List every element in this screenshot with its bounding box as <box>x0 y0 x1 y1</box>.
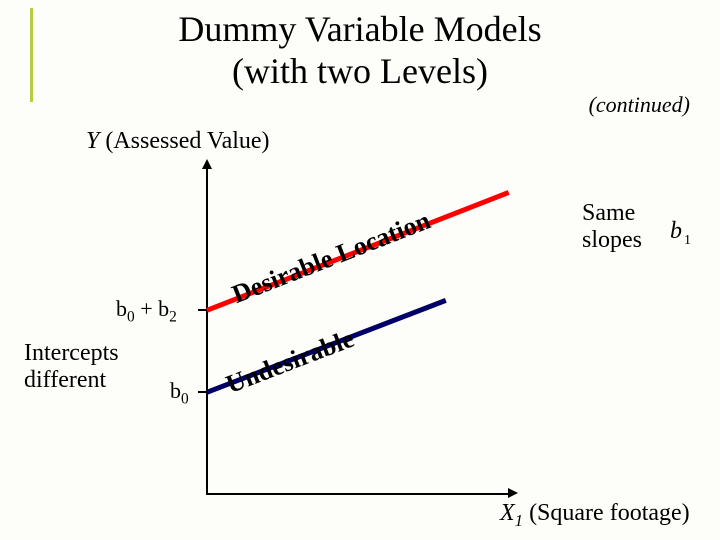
continued-label: (continued) <box>589 92 690 118</box>
y-axis-arrow <box>202 159 212 169</box>
intercept-label-lower: b0 <box>170 378 189 408</box>
y-axis <box>206 169 208 495</box>
slide-title: Dummy Variable Models (with two Levels) <box>0 8 720 92</box>
intercepts-different-label: Interceptsdifferent <box>24 340 119 394</box>
desirable-line-label: Desirable Location <box>228 206 435 310</box>
x-axis <box>206 493 508 495</box>
svg-text:1: 1 <box>684 233 691 246</box>
intercept-label-upper: b0 + b2 <box>116 296 177 326</box>
title-line-2: (with two Levels) <box>0 50 720 92</box>
title-line-1: Dummy Variable Models <box>0 8 720 50</box>
slide: Dummy Variable Models (with two Levels) … <box>0 0 720 540</box>
undesirable-line-label: Undesirable <box>222 324 358 400</box>
beta-1-icon: b1 <box>670 216 700 246</box>
beta-1-symbol: b1 <box>670 216 700 253</box>
same-slopes-label: Sameslopes b1 <box>582 200 642 254</box>
y-axis-label: Y (Assessed Value) <box>86 128 270 155</box>
same-slopes-text: Sameslopes <box>582 200 642 253</box>
x-axis-arrow <box>508 488 518 498</box>
y-axis-rest: (Assessed Value) <box>99 128 269 154</box>
undesirable-intercept-tick <box>198 391 206 393</box>
desirable-intercept-tick <box>198 309 206 311</box>
x-axis-label: X1 (Square footage) <box>500 500 690 531</box>
svg-text:b: b <box>670 218 682 244</box>
y-variable: Y <box>86 128 99 154</box>
